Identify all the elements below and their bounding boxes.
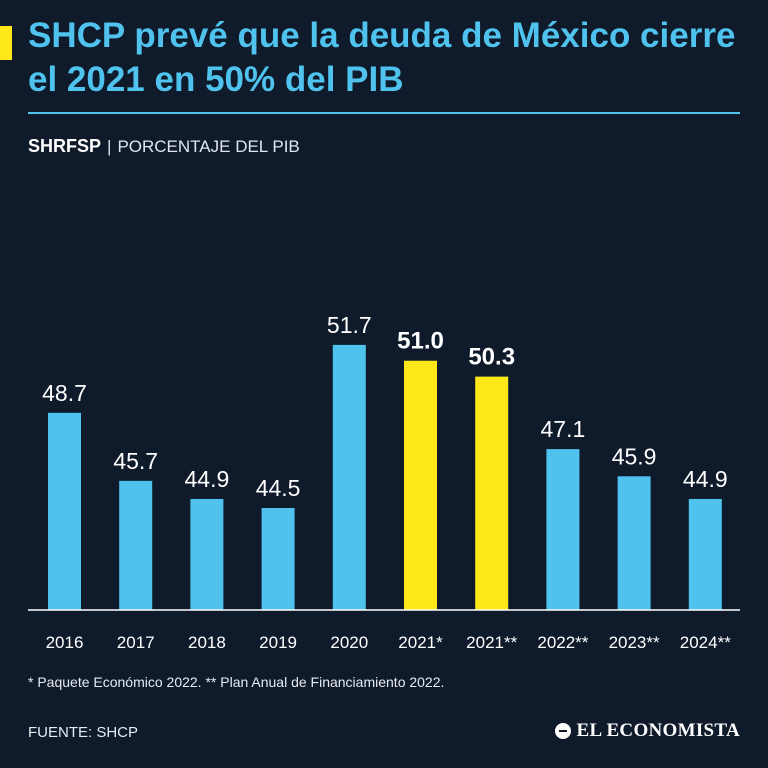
bar-8 (546, 449, 580, 610)
title-divider (28, 112, 740, 114)
bar-value-label-6: 51.0 (397, 328, 444, 355)
chart-source: FUENTE: SHCP (28, 724, 139, 741)
category-label-5: 2020 (330, 633, 368, 652)
logo-text: EL ECONOMISTA (576, 720, 740, 741)
chart-subtitle: SHRFSP | PORCENTAJE DEL PIB (28, 136, 300, 157)
bar-value-label-8: 47.1 (541, 416, 586, 442)
category-label-10: 2024** (680, 633, 731, 652)
bar-4 (261, 508, 295, 610)
bar-value-label-3: 44.9 (185, 466, 230, 492)
bar-value-label-4: 44.5 (256, 475, 301, 501)
bar-value-label-5: 51.7 (327, 312, 372, 338)
chart-title: SHCP prevé que la deuda de México cierre… (28, 16, 736, 99)
bar-3 (190, 498, 224, 610)
bar-value-label-9: 45.9 (612, 443, 657, 469)
bar-value-label-10: 44.9 (683, 466, 728, 492)
bar-2 (119, 480, 153, 610)
subtitle-metric: SHRFSP (28, 136, 102, 156)
chart-footnote: * Paquete Económico 2022. ** Plan Anual … (28, 674, 445, 690)
category-label-6: 2021* (398, 633, 443, 652)
category-label-2: 2017 (117, 633, 155, 652)
bar-value-label-1: 48.7 (42, 380, 87, 406)
category-label-9: 2023** (609, 633, 660, 652)
bar-10 (688, 498, 722, 610)
bar-5 (332, 344, 366, 610)
bar-6 (404, 360, 437, 610)
category-label-4: 2019 (259, 633, 297, 652)
category-label-3: 2018 (188, 633, 226, 652)
category-label-7: 2021** (466, 633, 517, 652)
publisher-logo: EL ECONOMISTA (554, 720, 741, 742)
subtitle-unit: PORCENTAJE DEL PIB (117, 137, 300, 156)
bar-1 (48, 412, 81, 610)
bar-7 (475, 376, 509, 610)
title-accent-bar (0, 26, 12, 60)
bar-value-label-7: 50.3 (468, 344, 515, 371)
category-label-8: 2022** (537, 633, 588, 652)
subtitle-separator: | (107, 137, 112, 156)
bar-9 (617, 476, 651, 610)
category-label-1: 2016 (46, 633, 84, 652)
logo-mark-icon (554, 723, 571, 739)
bar-value-label-2: 45.7 (113, 448, 158, 474)
